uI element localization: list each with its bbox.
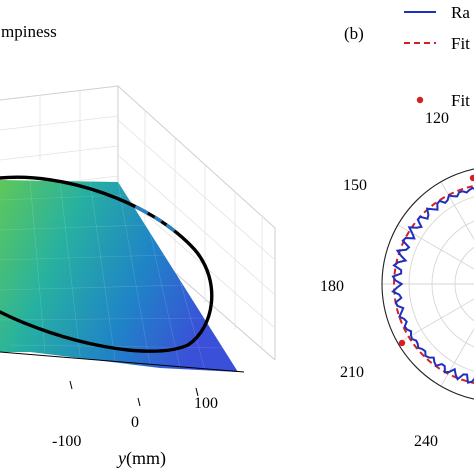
angle-tick-label: 150	[343, 177, 367, 194]
fit-point	[469, 174, 474, 182]
y-tick-label: 100	[194, 395, 218, 412]
y-axis-line	[0, 351, 245, 373]
angle-tick-label: 210	[340, 364, 364, 381]
polar-outer-ring	[381, 168, 474, 400]
polar-grid	[381, 168, 474, 400]
legend-label: Fit	[451, 34, 470, 53]
panel-a: mpiness -10	[0, 22, 276, 469]
back-wall-grid	[0, 90, 276, 350]
legend: Ra Fit Fit	[404, 3, 470, 110]
angle-tick-label: 180	[320, 278, 344, 295]
panel-b: (b) 120 150 180 210 240	[320, 3, 474, 450]
surface-mesh	[0, 179, 226, 371]
panel-b-label: (b)	[344, 24, 364, 43]
fit-point	[398, 339, 406, 347]
raw-curve	[391, 186, 474, 384]
angle-tick-label: 120	[425, 110, 449, 127]
y-tick-label: -100	[52, 433, 81, 450]
surface	[0, 180, 238, 372]
y-axis-ticks	[69, 380, 199, 407]
legend-label: Fit	[451, 91, 470, 110]
fit-points	[398, 174, 474, 347]
angle-tick-label: 240	[414, 433, 438, 450]
measurement-trace	[0, 175, 214, 353]
y-tick-label: 0	[131, 414, 139, 431]
panel-a-title: mpiness	[1, 22, 57, 41]
y-axis-label: y(mm)	[116, 448, 166, 469]
legend-label: Ra	[451, 3, 470, 22]
legend-swatch-points	[416, 96, 424, 104]
